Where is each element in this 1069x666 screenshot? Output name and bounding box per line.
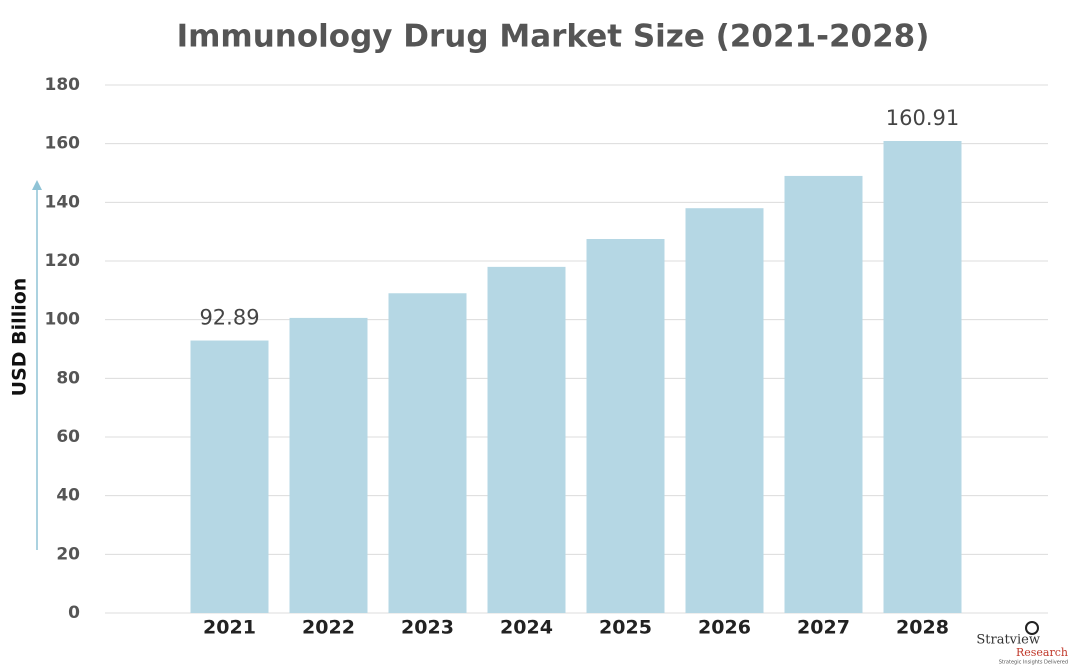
y-tick-label: 140 (45, 192, 81, 212)
bar (487, 266, 566, 613)
y-tick-label: 80 (56, 368, 80, 388)
bar (883, 140, 962, 614)
bar (190, 340, 269, 613)
y-axis-label: USD Billion (9, 278, 31, 397)
chart-title: Immunology Drug Market Size (2021-2028) (177, 19, 930, 55)
y-tick-label: 0 (68, 603, 80, 623)
logo-icon (1025, 621, 1039, 635)
logo-tagline: Strategic Insights Delivered (999, 660, 1068, 666)
bar (784, 175, 863, 613)
y-tick-label: 100 (45, 310, 81, 330)
x-tick-label: 2028 (896, 617, 949, 639)
bar (586, 239, 665, 613)
x-tick-label: 2021 (203, 617, 256, 639)
value-label: 92.89 (199, 306, 259, 330)
x-tick-label: 2024 (500, 617, 553, 639)
y-tick-label: 180 (45, 75, 81, 95)
x-tick-label: 2027 (797, 617, 850, 639)
bar (289, 317, 368, 613)
bar (388, 293, 467, 613)
x-tick-label: 2026 (698, 617, 751, 639)
bar (685, 208, 764, 613)
y-tick-label: 20 (56, 544, 80, 564)
logo-sub: Research (1016, 646, 1068, 659)
y-tick-label: 120 (45, 251, 81, 271)
x-tick-label: 2023 (401, 617, 454, 639)
x-tick-label: 2022 (302, 617, 355, 639)
y-tick-label: 60 (56, 427, 80, 447)
logo-name: Stratview (976, 633, 1040, 648)
logo: Stratview Research Strategic Insights De… (976, 621, 1068, 666)
y-tick-label: 40 (56, 486, 80, 506)
x-tick-label: 2025 (599, 617, 652, 639)
y-tick-label: 160 (45, 134, 81, 154)
axis-arrow-head (32, 180, 42, 190)
value-label: 160.91 (886, 106, 959, 130)
